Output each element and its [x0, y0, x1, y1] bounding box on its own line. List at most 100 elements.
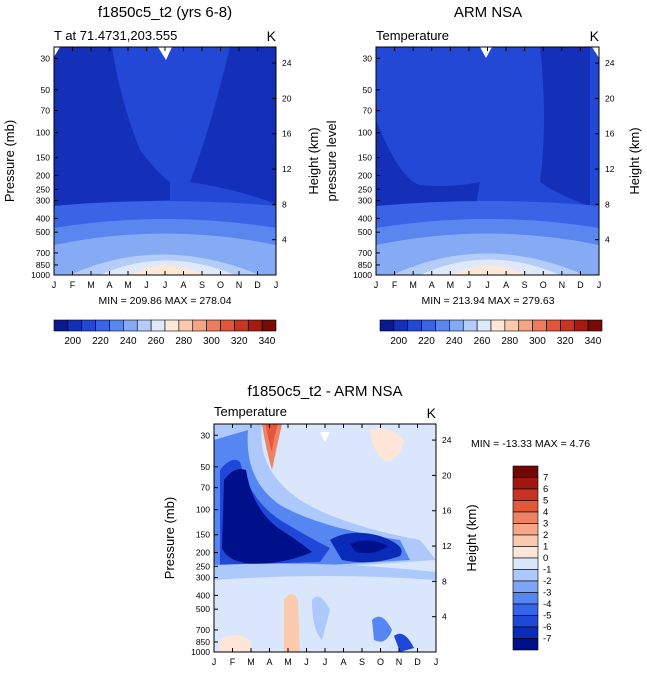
- y-tick-label: 70: [41, 106, 51, 116]
- colorbar-swatch: [379, 319, 395, 332]
- colorbar-swatch: [95, 319, 110, 332]
- contour-right-core-inner: [350, 540, 388, 554]
- x-tick-label: D: [254, 280, 261, 290]
- x-tick-label: O: [540, 280, 547, 290]
- contour-left-dark: [54, 47, 170, 206]
- contour-band-6: [452, 265, 528, 275]
- colorbar-swatch: [234, 319, 249, 332]
- right-y-tick-label: 4: [605, 235, 610, 245]
- panel-model-ylabel: Pressure (mb): [2, 120, 17, 202]
- x-tick-label: A: [340, 657, 346, 667]
- y-tick-label: 30: [363, 53, 373, 63]
- colorbar-tick-label: 280: [175, 336, 192, 347]
- y-tick-label: 700: [36, 248, 50, 258]
- right-y-tick-label: 16: [605, 129, 615, 139]
- panel-obs-stats: MIN = 213.94 MAX = 279.63: [421, 295, 554, 307]
- colorbar-tick-label: 0: [543, 553, 548, 564]
- panel-obs-ylabel: pressure level: [324, 120, 339, 201]
- contour-top-notch-mid: [480, 47, 492, 58]
- colorbar-swatch: [476, 319, 492, 332]
- x-tick-label: J: [144, 280, 149, 290]
- colorbar-swatch: [150, 319, 166, 332]
- colorbar-swatch: [512, 569, 539, 582]
- panel-diff: f1850c5_t2 - ARM NSA Temperature K J F M A M…: [162, 383, 590, 667]
- colorbar-swatch: [449, 319, 464, 332]
- colorbar-swatch: [512, 465, 539, 478]
- y-tick-label: 70: [363, 106, 373, 116]
- colorbar-tick-label: 1: [543, 542, 548, 553]
- y-tick-label: 1000: [31, 270, 50, 280]
- colorbar-swatch: [206, 319, 221, 332]
- y-tick-label: 30: [41, 53, 51, 63]
- panel-diff-axes: J F M A M J J A S O N D J 30 50 70 100 150 200 250 300 400 500…: [191, 424, 452, 667]
- panel-obs-colorbar: 200 220 240 260 280 300 320 340: [379, 319, 603, 347]
- x-tick-label: D: [577, 280, 584, 290]
- y-tick-label: 500: [196, 604, 210, 614]
- colorbar-swatch: [407, 319, 422, 332]
- panel-model-title: f1850c5_t2 (yrs 6-8): [98, 4, 232, 21]
- panel-diff-stats: MIN = -13.33 MAX = 4.76: [471, 438, 590, 450]
- y-tick-label: 100: [36, 128, 50, 138]
- x-tick-label: S: [359, 657, 365, 667]
- contour-low-band: [214, 563, 436, 580]
- y-tick-label: 850: [358, 260, 372, 270]
- y-tick-label: 50: [41, 85, 51, 95]
- y-tick-label: 30: [201, 430, 211, 440]
- x-tick-label: J: [212, 657, 217, 667]
- y-tick-label: 1000: [191, 647, 210, 657]
- colorbar-tick-label: 340: [259, 336, 276, 347]
- panel-model-colorbar: 200 220 240 260 280 300 320 340: [53, 319, 277, 347]
- x-tick-label: N: [396, 657, 403, 667]
- colorbar-swatch: [512, 580, 539, 593]
- x-tick-label: N: [236, 280, 243, 290]
- x-tick-label: M: [87, 280, 95, 290]
- colorbar-swatch: [53, 319, 69, 332]
- panel-model-stats: MIN = 209.86 MAX = 278.04: [98, 295, 231, 307]
- colorbar-swatch: [178, 319, 194, 332]
- colorbar-swatch: [136, 319, 152, 332]
- x-tick-label: M: [447, 280, 455, 290]
- contour-warm-right: [370, 428, 404, 462]
- colorbar-swatch: [512, 546, 539, 559]
- colorbar-swatch: [109, 319, 124, 332]
- colorbar-swatch: [546, 319, 561, 332]
- colorbar-tick-label: 6: [543, 484, 548, 495]
- colorbar-tick-label: 300: [529, 336, 546, 347]
- colorbar-swatch: [512, 523, 539, 536]
- colorbar-swatch: [247, 319, 263, 332]
- x-tick-label: F: [230, 657, 236, 667]
- colorbar-swatch: [393, 319, 409, 332]
- x-tick-label: J: [485, 280, 490, 290]
- colorbar-tick-label: 200: [64, 336, 81, 347]
- colorbar-tick-label: 220: [418, 336, 435, 347]
- right-y-tick-label: 12: [282, 164, 292, 174]
- right-y-tick-label: 4: [442, 612, 447, 622]
- y-tick-label: 300: [358, 196, 372, 206]
- contour-top-notch-mid: [158, 47, 172, 60]
- colorbar-swatch: [512, 511, 539, 524]
- colorbar-swatch: [518, 319, 533, 332]
- contour-top-notch-left: [54, 47, 60, 57]
- x-tick-label: A: [266, 657, 272, 667]
- colorbar-tick-label: 280: [501, 336, 518, 347]
- right-y-tick-label: 24: [442, 435, 452, 445]
- colorbar-swatch: [512, 488, 539, 501]
- y-tick-label: 700: [196, 625, 210, 635]
- x-tick-label: F: [70, 280, 76, 290]
- contour-top-notch-right: [592, 47, 599, 58]
- colorbar-swatch: [512, 534, 539, 547]
- colorbar-swatch: [220, 319, 235, 332]
- panel-diff-ylabel: Pressure (mb): [162, 497, 177, 579]
- x-tick-label: N: [559, 280, 566, 290]
- contour-low-blue-2: [372, 616, 392, 642]
- y-tick-label: 250: [36, 184, 50, 194]
- y-tick-label: 100: [358, 128, 372, 138]
- colorbar-tick-label: 5: [543, 496, 548, 507]
- x-tick-label: O: [217, 280, 224, 290]
- right-y-tick-label: 8: [605, 199, 610, 209]
- panel-obs-units: K: [590, 28, 600, 44]
- y-tick-label: 50: [363, 85, 373, 95]
- x-tick-label: A: [429, 280, 435, 290]
- y-tick-label: 50: [201, 462, 211, 472]
